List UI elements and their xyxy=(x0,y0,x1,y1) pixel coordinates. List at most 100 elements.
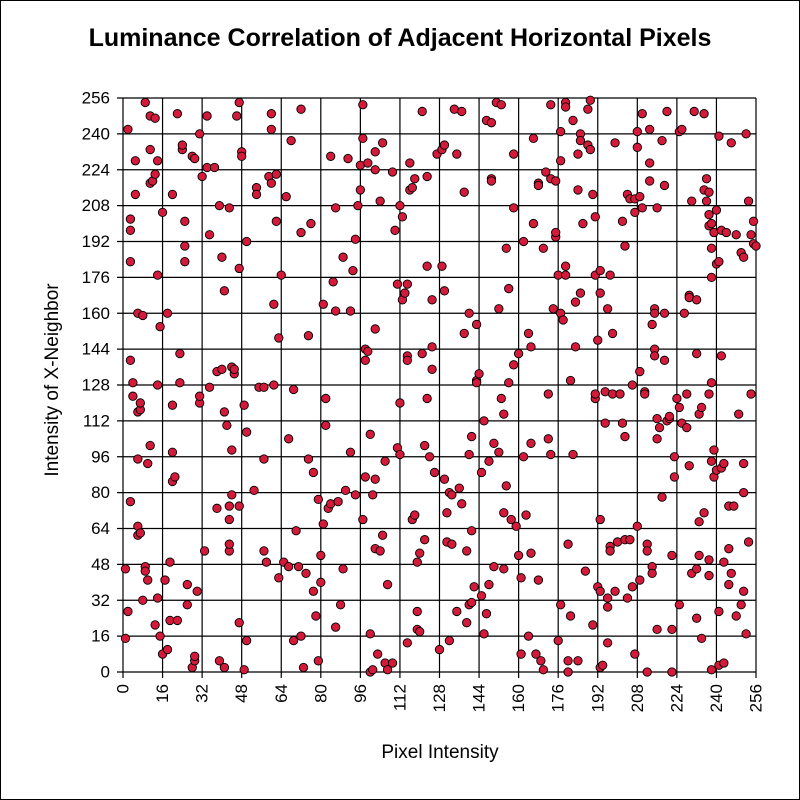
data-point xyxy=(588,620,598,630)
data-point xyxy=(674,600,684,610)
data-point xyxy=(531,649,541,659)
data-point xyxy=(701,196,712,206)
data-point xyxy=(365,429,375,439)
x-tick-label: 0 xyxy=(114,684,133,693)
data-point xyxy=(123,606,133,617)
data-point xyxy=(471,378,482,388)
data-point xyxy=(281,192,291,202)
data-point xyxy=(303,454,314,464)
data-point xyxy=(427,364,437,374)
tick-labels: 0 16 32 48 64 80 96 112 128 144 160 176 192 208 224 240… xyxy=(82,89,766,713)
data-point xyxy=(731,611,741,621)
data-point xyxy=(513,550,524,561)
data-point xyxy=(719,458,729,469)
data-point xyxy=(182,579,192,590)
data-point xyxy=(558,315,568,325)
data-point xyxy=(600,418,610,428)
data-point xyxy=(645,124,655,135)
data-point xyxy=(382,665,393,675)
data-point xyxy=(175,348,185,359)
x-tick-label: 144 xyxy=(470,684,489,712)
data-point xyxy=(649,308,660,318)
data-point xyxy=(457,499,467,509)
data-point xyxy=(195,391,205,401)
data-point xyxy=(726,138,736,148)
y-tick-label: 256 xyxy=(82,89,110,108)
data-point xyxy=(266,109,277,119)
y-tick-label: 64 xyxy=(91,519,110,538)
data-point xyxy=(595,265,605,276)
data-point xyxy=(397,212,408,222)
data-point xyxy=(125,214,136,224)
data-point xyxy=(679,308,689,318)
data-point xyxy=(192,586,202,596)
data-point xyxy=(575,288,586,298)
data-point xyxy=(699,109,709,119)
data-point xyxy=(466,431,477,442)
data-point xyxy=(259,382,269,392)
data-point xyxy=(704,570,714,581)
data-point xyxy=(659,180,670,191)
data-point xyxy=(405,158,415,168)
data-point xyxy=(617,216,628,226)
data-point xyxy=(551,176,561,186)
data-point xyxy=(303,331,314,341)
data-point xyxy=(269,299,279,309)
data-point xyxy=(175,378,185,388)
data-point xyxy=(570,297,581,307)
data-point xyxy=(167,400,178,410)
data-point xyxy=(706,243,717,253)
data-point xyxy=(595,514,605,525)
data-point xyxy=(719,658,729,668)
data-point xyxy=(635,192,645,202)
data-point xyxy=(637,203,647,213)
data-point xyxy=(560,261,571,271)
data-point xyxy=(645,158,655,168)
data-point xyxy=(543,434,553,444)
data-point xyxy=(237,151,247,161)
data-point xyxy=(239,665,249,675)
data-point xyxy=(716,351,727,361)
data-point xyxy=(590,212,600,222)
data-point xyxy=(422,393,432,404)
data-point xyxy=(350,490,361,500)
data-point xyxy=(692,295,702,305)
data-point xyxy=(578,218,588,229)
data-point xyxy=(155,631,165,641)
data-point xyxy=(464,449,474,460)
data-point xyxy=(637,109,647,119)
data-point xyxy=(204,230,215,240)
data-point xyxy=(501,481,511,491)
data-point xyxy=(672,393,682,404)
data-point xyxy=(217,252,227,262)
data-point xyxy=(410,174,420,184)
data-point xyxy=(474,369,484,379)
data-point xyxy=(375,196,385,206)
data-point xyxy=(560,102,571,112)
data-point xyxy=(313,494,323,505)
data-point xyxy=(464,308,474,318)
data-point xyxy=(224,539,234,549)
y-tick-label: 112 xyxy=(83,411,110,430)
data-point xyxy=(133,454,143,464)
data-point xyxy=(301,568,311,578)
data-point xyxy=(602,602,613,612)
data-point xyxy=(719,557,729,567)
data-point xyxy=(241,427,252,437)
data-point xyxy=(284,434,294,444)
data-point xyxy=(516,649,526,659)
data-point xyxy=(620,431,630,442)
x-tick-label: 48 xyxy=(232,684,251,703)
data-point xyxy=(239,400,249,410)
data-point xyxy=(313,656,323,666)
data-point xyxy=(714,606,724,617)
data-point xyxy=(459,187,469,197)
data-point xyxy=(150,113,160,123)
data-point xyxy=(667,624,677,635)
data-point xyxy=(135,528,145,538)
data-point xyxy=(630,649,640,659)
data-point xyxy=(271,169,281,179)
data-point xyxy=(538,665,549,675)
data-point xyxy=(484,579,494,590)
data-point xyxy=(689,106,699,117)
